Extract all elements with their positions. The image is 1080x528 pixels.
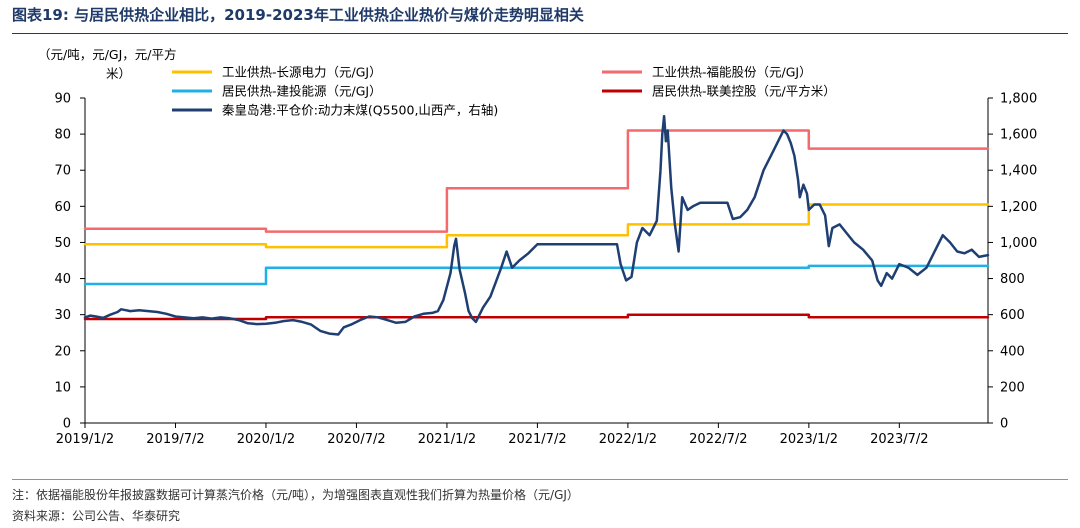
legend-label-3: 居民供热-建投能源（元/GJ） xyxy=(222,84,382,99)
series-line-4 xyxy=(83,313,990,321)
legend-label-1: 工业供热-长源电力（元/GJ） xyxy=(222,65,382,80)
x-tick-label: 2020/1/2 xyxy=(237,432,295,447)
y-right-tick-label: 1,400 xyxy=(1000,164,1037,179)
y-left-tick-label: 10 xyxy=(54,380,71,395)
legend: 工业供热-长源电力（元/GJ） 工业供热-福能股份（元/GJ） 居民供热-建投能源（… xyxy=(172,65,836,118)
y-right-tick-label: 800 xyxy=(1000,272,1025,287)
series-line-1 xyxy=(83,203,990,249)
y-left-tick-label: 70 xyxy=(54,164,71,179)
x-tick-label: 2020/7/2 xyxy=(327,432,385,447)
legend-label-2: 工业供热-福能股份（元/GJ） xyxy=(652,65,812,80)
y-right-tick-label: 1,800 xyxy=(1000,92,1037,107)
chart-source: 资料来源：公司公告、华泰研究 xyxy=(12,509,181,523)
x-tick-label: 2022/1/2 xyxy=(599,432,657,447)
y-right-tick-label: 1,600 xyxy=(1000,128,1037,143)
left-axis-label: （元/吨，元/GJ，元/平方 xyxy=(38,47,177,62)
y-right-tick-label: 0 xyxy=(1000,417,1008,432)
x-tick-label: 2021/1/2 xyxy=(418,432,476,447)
x-tick-label: 2019/1/2 xyxy=(56,432,114,447)
y-left-tick-label: 30 xyxy=(54,308,71,323)
series-line-3 xyxy=(83,264,990,286)
x-tick-label: 2021/7/2 xyxy=(508,432,566,447)
y-right-tick-label: 400 xyxy=(1000,344,1025,359)
legend-label-5: 秦皇岛港:平仓价:动力末煤(Q5500,山西产，右轴) xyxy=(222,103,498,118)
y-right-tick-label: 200 xyxy=(1000,380,1025,395)
y-right-tick-label: 600 xyxy=(1000,308,1025,323)
y-left-tick-label: 80 xyxy=(54,128,71,143)
title-divider xyxy=(12,33,1068,34)
line-chart: （元/吨，元/GJ，元/平方 米） 0102030405060708090020… xyxy=(38,47,1037,448)
footer-divider xyxy=(12,479,1068,480)
x-tick-label: 2022/7/2 xyxy=(689,432,747,447)
chart-note: 注：依据福能股份年报披露数据可计算蒸汽价格（元/吨），为增强图表直观性我们折算为… xyxy=(12,488,579,502)
x-tick-label: 2023/7/2 xyxy=(870,432,928,447)
y-left-tick-label: 50 xyxy=(54,236,71,251)
series-lines xyxy=(83,114,990,336)
x-tick-label: 2023/1/2 xyxy=(780,432,838,447)
y-left-tick-label: 40 xyxy=(54,272,71,287)
axes: 0 10 20 30 40 50 60 70 80 90 0 200 400 600 800 1,000 1,2… xyxy=(54,92,1037,448)
left-axis-label-continued: 米） xyxy=(106,66,131,81)
y-left-tick-label: 20 xyxy=(54,344,71,359)
legend-label-4: 居民供热-联美控股（元/平方米） xyxy=(652,84,836,99)
series-line-2 xyxy=(83,129,990,233)
y-right-tick-label: 1,200 xyxy=(1000,200,1037,215)
series-line-5 xyxy=(83,114,990,336)
y-left-tick-label: 90 xyxy=(54,92,71,107)
page-title: 图表19: 与居民供热企业相比，2019-2023年工业供热企业热价与煤价走势明… xyxy=(12,6,584,24)
y-left-tick-label: 60 xyxy=(54,200,71,215)
y-left-tick-label: 0 xyxy=(63,417,71,432)
y-right-tick-label: 1,000 xyxy=(1000,236,1037,251)
x-tick-label: 2019/7/2 xyxy=(146,432,204,447)
